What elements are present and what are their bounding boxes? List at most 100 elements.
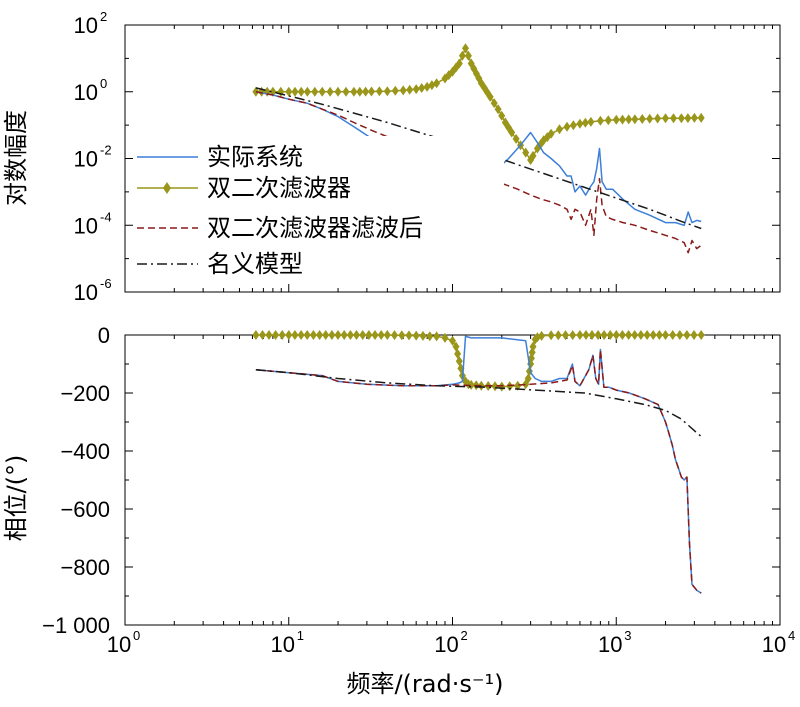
y-tick-label-exponent: -2 <box>100 143 112 158</box>
phase-marker <box>383 330 391 340</box>
magnitude-marker <box>604 115 612 126</box>
phase-marker <box>524 373 532 384</box>
legend-label-nominal: 名义模型 <box>207 250 303 278</box>
magnitude-marker <box>556 124 563 135</box>
y-tick-label-exponent: -6 <box>100 276 112 291</box>
legend-label-actual: 实际系统 <box>207 143 303 171</box>
phase-marker <box>554 330 562 341</box>
magnitude-marker <box>670 113 677 124</box>
phase-marker <box>690 330 698 340</box>
magnitude-markers-biquad-filter <box>252 43 705 165</box>
magnitude-marker <box>455 58 463 69</box>
phase-line-actual-system <box>255 335 702 594</box>
magnitude-marker <box>498 110 506 121</box>
magnitude-marker <box>383 86 391 97</box>
magnitude-marker <box>581 117 589 128</box>
magnitude-marker <box>690 112 698 123</box>
phase-marker <box>278 330 286 340</box>
phase-marker <box>309 330 317 340</box>
phase-marker <box>491 381 499 392</box>
phase-marker <box>346 330 354 340</box>
legend-marker-biquad <box>163 182 171 194</box>
magnitude-marker <box>418 83 426 93</box>
phase-marker <box>334 330 342 340</box>
y-tick-label: −1 000 <box>42 613 110 638</box>
magnitude-line-biquad-filtered <box>255 91 702 254</box>
y-tick-label: 10 <box>74 280 98 305</box>
magnitude-y-axis-title: 对数幅度 <box>2 110 30 206</box>
phase-marker <box>377 330 385 340</box>
phase-marker <box>594 330 602 340</box>
phase-marker <box>529 341 537 352</box>
phase-marker <box>618 330 626 340</box>
x-tick-label: 10 <box>271 632 295 657</box>
magnitude-marker <box>619 114 626 125</box>
x-tick-label: 10 <box>107 632 131 657</box>
phase-marker <box>637 330 645 340</box>
magnitude-marker <box>368 86 375 97</box>
legend-background <box>134 136 504 284</box>
magnitude-marker <box>576 118 584 129</box>
phase-marker <box>669 330 677 340</box>
magnitude-marker <box>464 50 472 61</box>
y-tick-label: −400 <box>60 439 110 464</box>
phase-panel: 10 0 10 1 10 2 10 3 10 40−200−400−600−800−1 000 相… <box>2 323 795 698</box>
y-tick-label: −200 <box>60 381 110 406</box>
phase-marker <box>252 330 260 340</box>
magnitude-marker <box>334 86 342 97</box>
magnitude-marker <box>547 128 555 139</box>
y-tick-label: 10 <box>74 13 98 38</box>
phase-marker <box>353 330 360 340</box>
phase-marker <box>606 330 614 340</box>
legend-label-biquad: 双二次滤波器 <box>207 174 351 202</box>
phase-marker <box>265 330 273 340</box>
phase-marker <box>649 330 657 340</box>
phase-marker <box>291 330 299 340</box>
x-tick-label-exponent: 1 <box>297 628 304 643</box>
magnitude-marker <box>311 86 319 97</box>
magnitude-marker <box>563 121 571 132</box>
magnitude-legend: 实际系统 双二次滤波器 双二次滤波器滤波后 名义模型 <box>134 136 504 284</box>
magnitude-marker <box>512 133 520 144</box>
magnitude-marker <box>423 81 431 92</box>
phase-y-axis-title: 相位/(°) <box>2 455 30 542</box>
magnitude-ticks <box>124 24 781 293</box>
phase-marker <box>412 330 420 341</box>
magnitude-marker <box>326 86 334 97</box>
phase-marker <box>405 330 413 341</box>
magnitude-marker <box>391 85 399 96</box>
magnitude-marker <box>362 86 370 97</box>
magnitude-marker <box>612 114 620 125</box>
x-tick-label-exponent: 0 <box>133 628 140 643</box>
x-tick-label-exponent: 2 <box>461 628 468 643</box>
y-tick-label: 10 <box>74 80 98 105</box>
phase-marker <box>506 381 514 392</box>
x-tick-label: 10 <box>434 632 458 657</box>
phase-ticks <box>124 334 781 626</box>
phase-marker <box>600 330 608 340</box>
y-tick-label: −800 <box>60 555 110 580</box>
phase-marker <box>547 330 555 341</box>
phase-line-biquad-filtered <box>255 348 702 594</box>
magnitude-marker <box>522 147 530 158</box>
y-tick-label: 10 <box>74 213 98 238</box>
phase-marker <box>625 330 633 340</box>
magnitude-marker <box>458 50 466 61</box>
phase-plot-frame <box>124 334 781 626</box>
magnitude-marker <box>350 86 358 97</box>
phase-marker <box>683 330 691 340</box>
magnitude-marker <box>297 86 305 97</box>
phase-marker <box>419 330 427 341</box>
magnitude-marker <box>569 120 577 131</box>
phase-marker <box>498 381 506 392</box>
x-axis-title: 频率/(rad·s⁻¹) <box>346 670 503 698</box>
x-tick-label: 10 <box>762 632 786 657</box>
magnitude-marker <box>303 86 311 97</box>
phase-marker <box>588 330 596 340</box>
y-tick-label: 0 <box>98 323 110 348</box>
magnitude-series <box>252 43 705 254</box>
magnitude-marker <box>625 114 633 125</box>
phase-marker <box>582 330 590 340</box>
